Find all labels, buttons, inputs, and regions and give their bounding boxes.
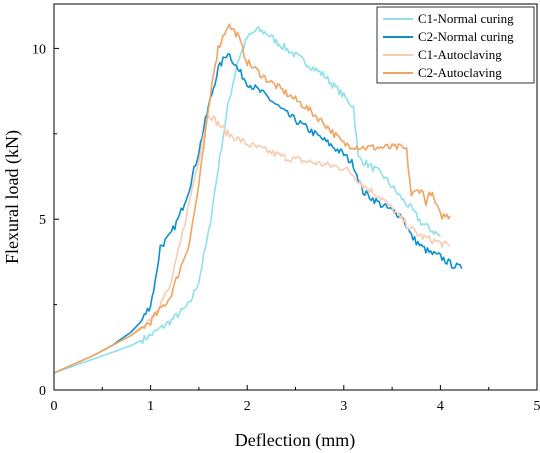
y-axis: 0 5 10 — [32, 42, 59, 399]
x-tick-label: 4 — [437, 399, 444, 414]
legend: C1-Normal curing C2-Normal curing C1-Autoc… — [376, 6, 535, 84]
x-tick-label: 5 — [534, 399, 540, 414]
y-tick-label: 10 — [32, 42, 46, 57]
x-tick-label: 3 — [340, 399, 347, 414]
series-line-4 — [53, 23, 451, 374]
legend-label-1: C1-Normal curing — [418, 11, 514, 26]
legend-label-2: C2-Normal curing — [418, 29, 514, 44]
y-tick-label: 5 — [39, 213, 46, 228]
y-tick-label: 0 — [39, 384, 46, 399]
series-line-1 — [53, 26, 441, 374]
y-axis-title: Flexural load (kN) — [2, 130, 23, 264]
series-layer — [53, 23, 463, 374]
x-tick-label: 1 — [147, 399, 154, 414]
legend-label-3: C1-Autoclaving — [418, 47, 502, 62]
x-tick-label: 2 — [244, 399, 251, 414]
x-axis-title: Deflection (mm) — [235, 430, 355, 451]
x-axis: 0 1 2 3 4 5 — [51, 385, 540, 414]
legend-label-4: C2-Autoclaving — [418, 65, 502, 80]
x-tick-label: 0 — [51, 399, 58, 414]
